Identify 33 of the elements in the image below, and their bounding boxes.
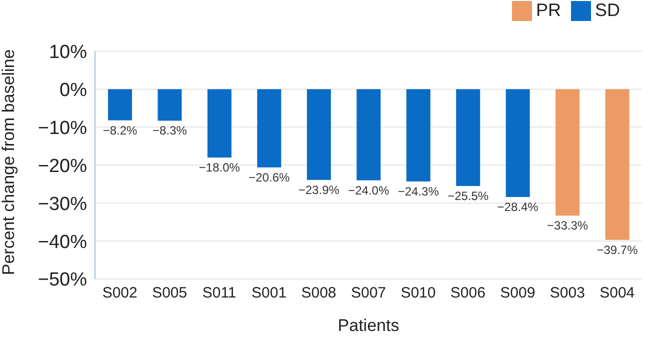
y-tick-label: −10%	[38, 118, 88, 139]
y-tick-label: −30%	[38, 194, 88, 215]
y-tick-label: 10%	[48, 42, 88, 63]
legend-label: PR	[536, 0, 561, 20]
x-tick-label: S007	[350, 284, 386, 302]
x-axis-title: Patients	[338, 316, 400, 335]
x-tick-label: S004	[600, 284, 635, 302]
x-tick-label: S005	[152, 284, 188, 302]
x-tick-label: S003	[550, 284, 585, 302]
data-label: −25.5%	[448, 189, 489, 203]
data-label: −8.3%	[152, 124, 188, 138]
legend-label: SD	[594, 0, 620, 20]
y-axis-title: Percent change from baseline	[0, 49, 18, 276]
y-tick-label: −40%	[38, 232, 88, 253]
data-label: −8.2%	[102, 123, 138, 138]
x-tick-label: S008	[301, 284, 336, 302]
y-tick-label: 0%	[60, 80, 88, 101]
data-label: −24.3%	[398, 184, 440, 198]
x-tick-label: S006	[450, 284, 486, 302]
data-label: −23.9%	[298, 182, 340, 197]
data-label: −18.0%	[198, 160, 240, 175]
x-tick-label: S011	[202, 284, 236, 302]
data-label: −28.4%	[497, 200, 539, 214]
y-tick-label: −50%	[38, 270, 88, 291]
x-tick-label: S010	[400, 284, 436, 302]
data-label: −39.7%	[596, 242, 638, 257]
x-tick-label: S002	[102, 284, 138, 302]
x-tick-label: S001	[252, 284, 287, 302]
x-tick-label: S009	[500, 284, 536, 302]
data-label: −20.6%	[248, 170, 290, 184]
data-label: −33.3%	[547, 218, 588, 233]
data-label: −24.0%	[348, 183, 390, 198]
y-tick-label: −20%	[38, 156, 88, 177]
